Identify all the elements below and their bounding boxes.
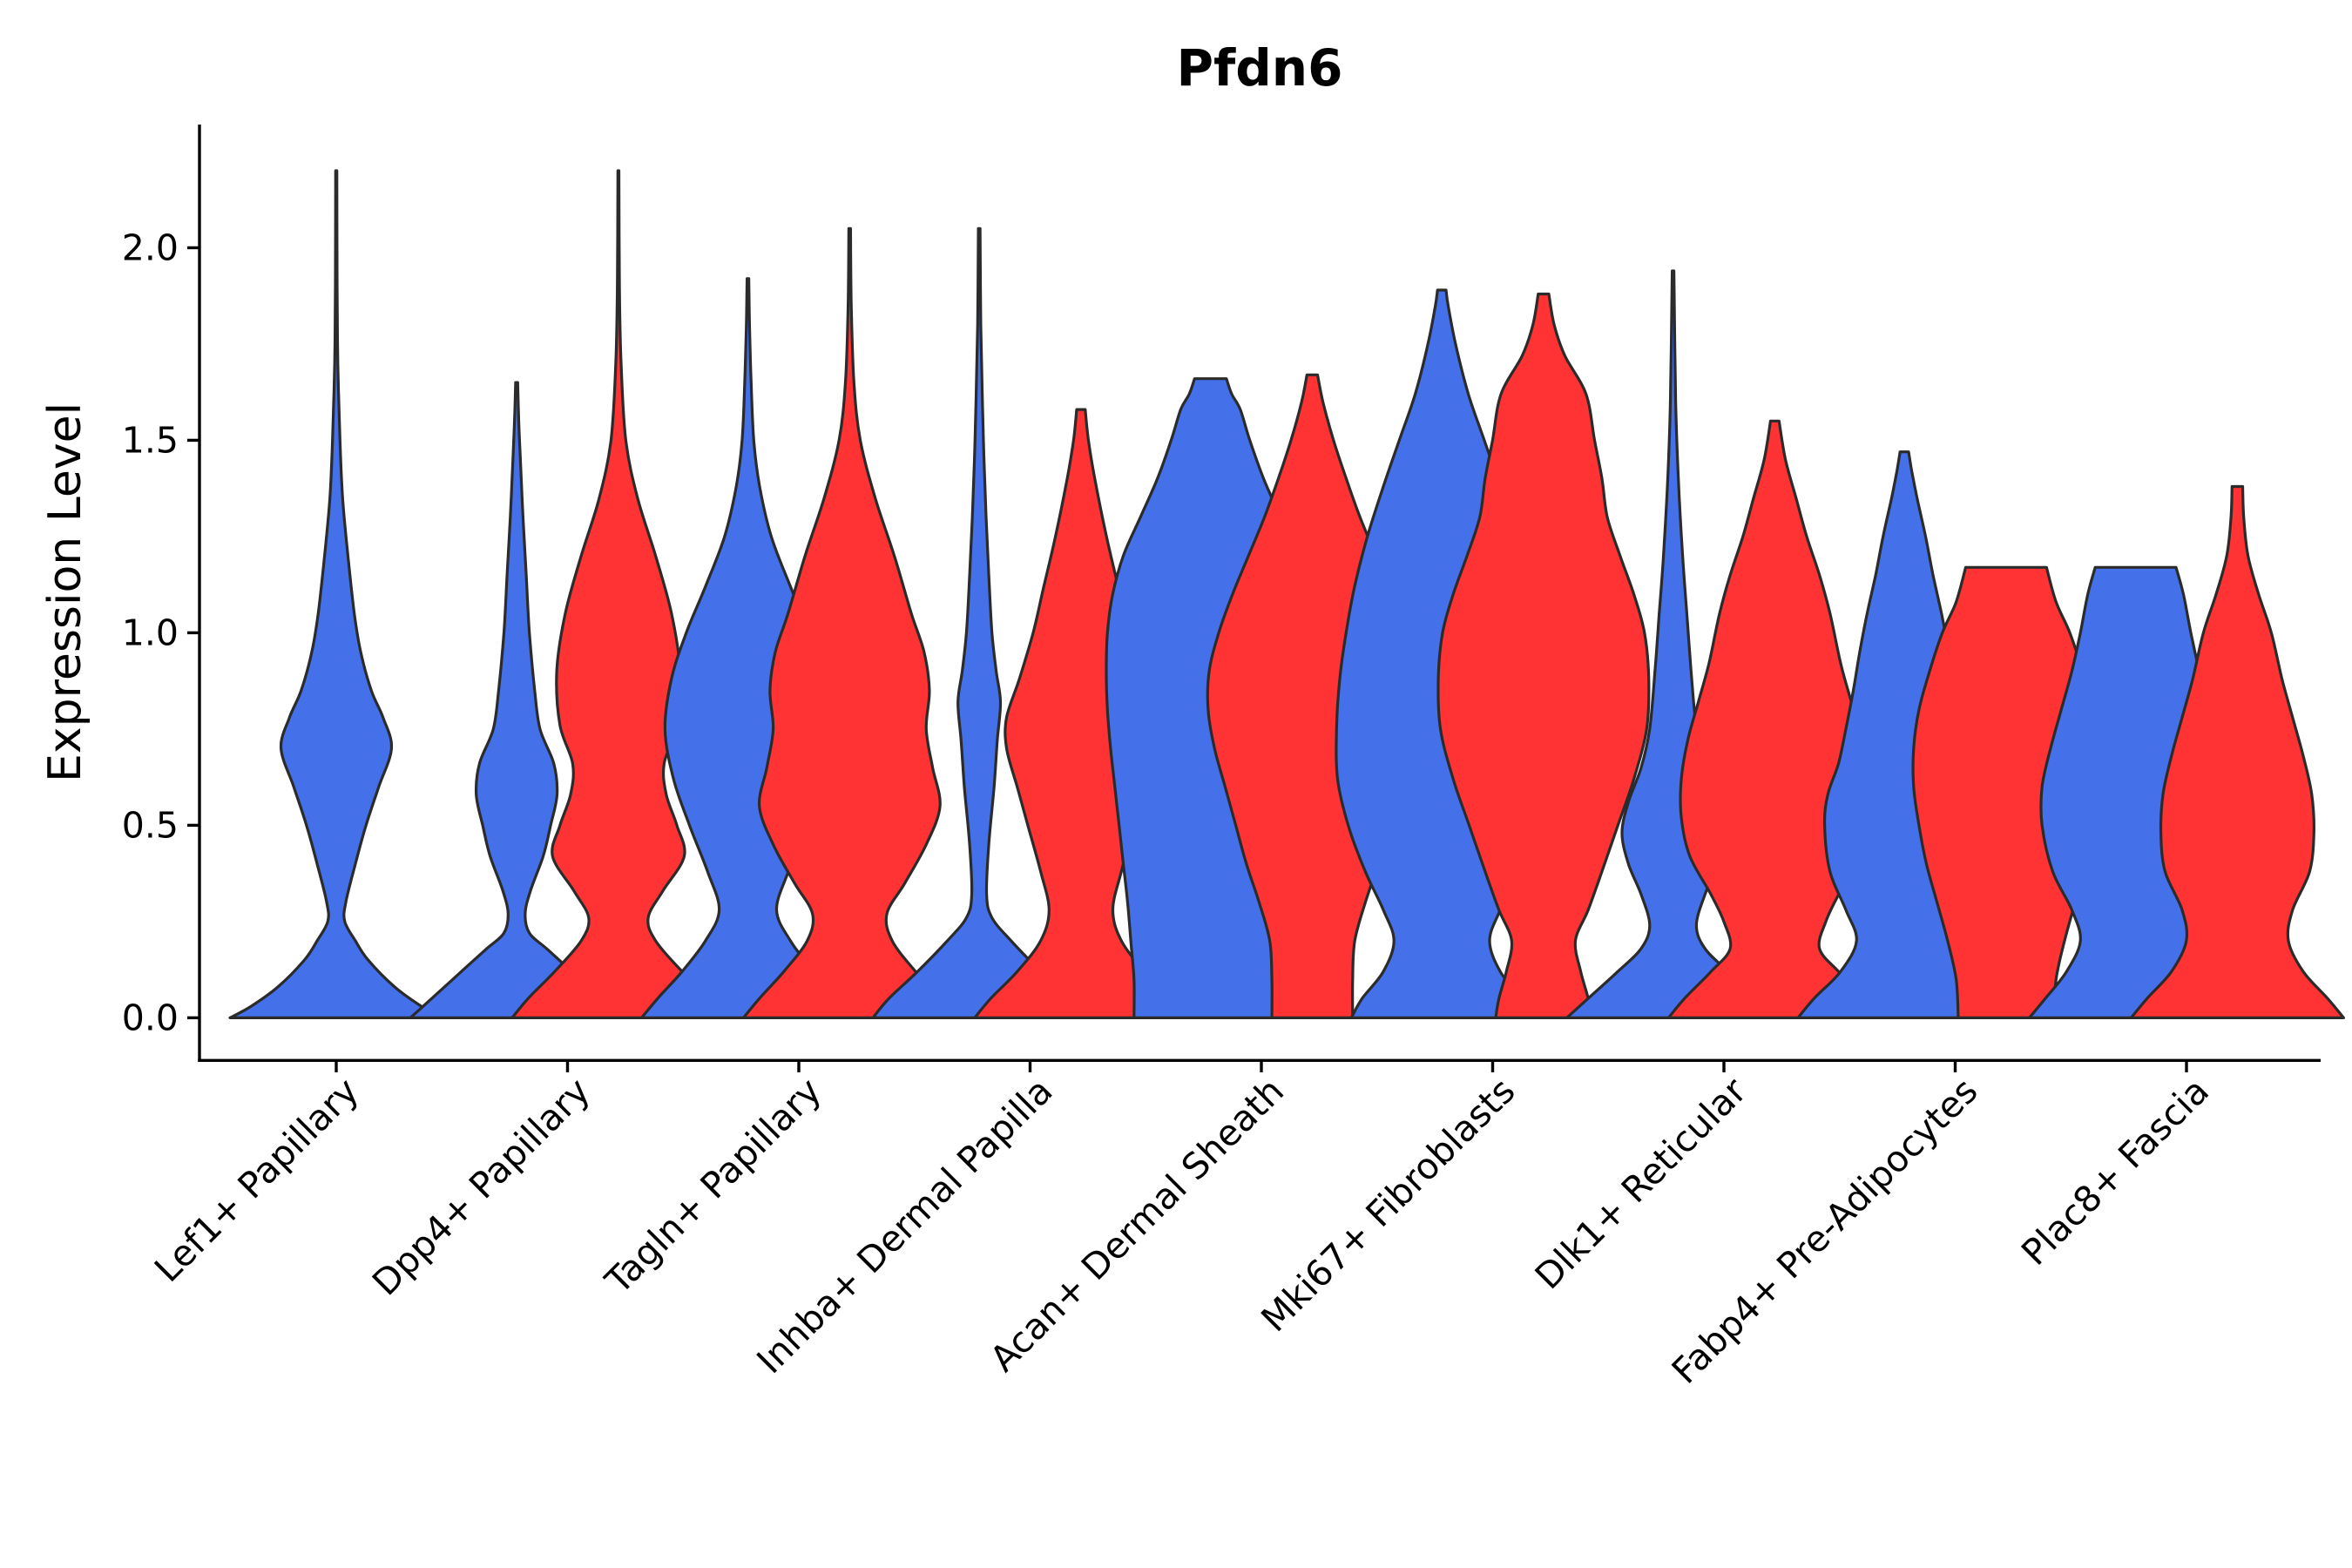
y-tick-label: 2.0: [122, 226, 179, 268]
violin-2-group-2: [510, 169, 727, 1019]
y-ticks: 0.0 0.5 1.0 1.5 2.0: [122, 226, 199, 1038]
violin-4-group-1: [871, 226, 1087, 1019]
violin-9-group-2: [2129, 484, 2345, 1019]
x-tick-label: Dpp4+ Papillary: [364, 1070, 598, 1303]
y-tick-label: 1.5: [122, 419, 179, 461]
y-tick-label: 0.5: [122, 804, 179, 846]
x-tick-label: Dlk1+ Reticular: [1527, 1070, 1754, 1297]
x-tick-label: Plac8+ Fascia: [2013, 1070, 2217, 1274]
violin-6-group-2: [1436, 292, 1651, 1019]
axes-layer: [198, 125, 2321, 1063]
chart-title: Pfdn6: [1177, 38, 1343, 98]
x-tick-label: Mki67+ Fibroblasts: [1254, 1070, 1524, 1340]
y-tick-label: 1.0: [122, 612, 179, 653]
y-tick-label: 0.0: [122, 997, 179, 1038]
violin-3-group-2: [741, 226, 957, 1019]
violin-1-group-1: [228, 169, 444, 1019]
x-tick-label: Tagln+ Papillary: [597, 1070, 829, 1302]
violins-layer: [228, 169, 2345, 1019]
y-axis-label: Expression Level: [39, 402, 91, 782]
violin-2-group-1: [409, 381, 625, 1019]
x-tick-label: Lef1+ Papillary: [146, 1070, 367, 1290]
